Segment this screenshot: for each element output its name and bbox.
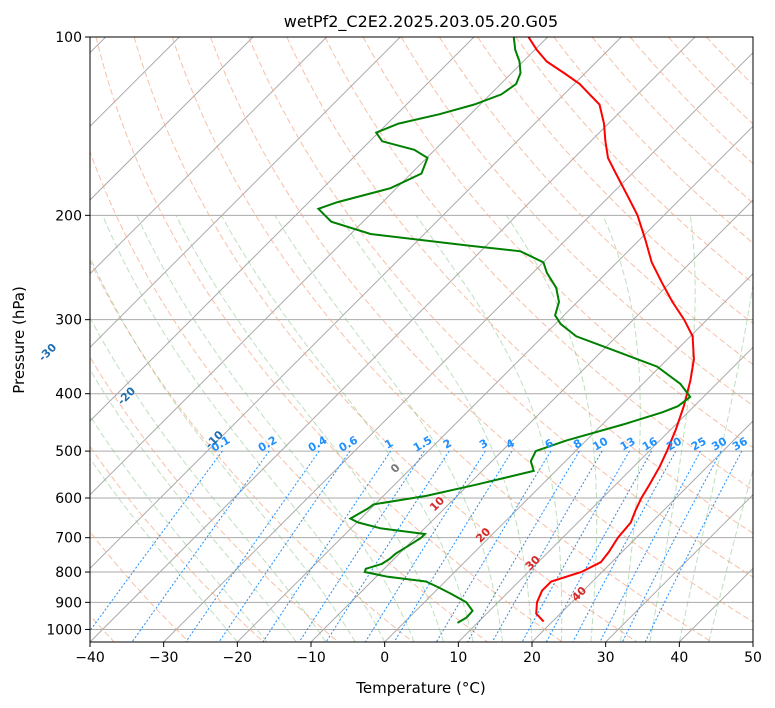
isotherm-line <box>90 37 549 496</box>
dry-adiabat-line <box>90 531 190 642</box>
x-tick-label: 10 <box>449 650 467 666</box>
y-tick-label: 800 <box>55 565 82 581</box>
mixing-ratio-line <box>572 450 677 642</box>
mixing-ratio-line <box>393 450 513 642</box>
y-tick-label: 100 <box>55 30 82 46</box>
mixing-ratio-line <box>599 450 701 642</box>
x-axis-label: Temperature (°C) <box>355 679 485 697</box>
moist-adiabat-line <box>90 414 268 642</box>
y-axis-label: Pressure (hPa) <box>10 286 28 394</box>
dry-adiabat-line <box>591 37 753 204</box>
dry-adiabat-line <box>90 356 339 642</box>
y-tick-label: 900 <box>55 595 82 611</box>
mixing-ratio-line <box>185 450 320 642</box>
mixing-ratio-line <box>521 450 630 642</box>
moist-adiabat-line <box>90 316 327 642</box>
isotherm-line <box>90 37 254 201</box>
moist-adiabat-line <box>136 215 415 642</box>
x-tick-label: 20 <box>523 650 541 666</box>
dry-adiabat-line <box>95 37 563 642</box>
isotherm-line <box>163 51 753 642</box>
moist-adiabat-line <box>274 215 503 642</box>
isotherm-line <box>236 125 753 642</box>
x-tick-label: 40 <box>670 650 688 666</box>
x-tick-label: −20 <box>223 650 253 666</box>
y-tick-label: 400 <box>55 387 82 403</box>
moist-adiabat-line <box>708 467 753 642</box>
y-tick-label: 500 <box>55 444 82 460</box>
x-tick-label: −10 <box>296 650 326 666</box>
y-tick-label: 300 <box>55 313 82 329</box>
isotherm-line <box>90 37 622 570</box>
isotherm-line <box>90 37 475 422</box>
temperature-line <box>527 37 695 623</box>
mixing-ratio-line <box>364 450 486 642</box>
plot-frame <box>89 36 754 643</box>
moist-adiabat-line <box>90 368 297 642</box>
y-tick-label: 1000 <box>46 622 82 638</box>
dry-adiabat-line <box>133 37 638 642</box>
mixing-ratio-line <box>467 450 580 642</box>
dry-adiabat-line <box>171 37 712 642</box>
dry-adiabat-line <box>90 445 264 642</box>
isotherm-line <box>310 199 753 642</box>
dry-adiabat-line <box>210 37 753 623</box>
isotherm-line <box>384 272 753 642</box>
dry-adiabat-line <box>248 37 753 578</box>
isotherm-line <box>752 641 753 642</box>
dry-adiabat-line <box>90 259 414 642</box>
axes: −40 −30 −20 −10 0 10 20 30 40 50 100 200 300 400 500 60… <box>46 30 762 666</box>
mixing-ratio-line <box>545 450 653 642</box>
mixing-ratio-line <box>131 450 270 642</box>
moist-adiabat-line <box>505 215 598 642</box>
dry-adiabat-line <box>400 37 753 407</box>
moist-adiabat-line <box>90 256 356 642</box>
x-tick-label: −40 <box>75 650 105 666</box>
mixing-ratio-line <box>621 450 722 642</box>
isotherm-line <box>90 37 328 275</box>
plot-background <box>90 37 753 642</box>
moist-adiabat-line <box>602 215 641 642</box>
chart-title: wetPf2_C2E2.2025.203.05.20.G05 <box>284 12 558 32</box>
mixing-ratio-line <box>325 450 450 642</box>
background-lines <box>90 37 753 642</box>
dry-adiabat-line <box>438 37 753 366</box>
isotherm-line <box>90 37 401 349</box>
dry-adiabat-line <box>477 37 753 325</box>
moist-adiabat-line <box>102 215 386 642</box>
x-tick-label: 30 <box>597 650 615 666</box>
moist-adiabat-line <box>338 215 533 642</box>
mixing-ratio-line <box>90 450 223 632</box>
mixing-ratio-line <box>218 450 351 642</box>
x-tick-label: 0 <box>380 650 389 666</box>
dewpoint-line <box>316 37 692 624</box>
mixing-ratio-line <box>491 450 603 642</box>
dry-adiabat-line <box>629 37 753 165</box>
moist-adiabat-line <box>175 215 445 642</box>
x-tick-label: −30 <box>149 650 179 666</box>
mixing-ratio-line <box>435 450 552 642</box>
moist-adiabat-line <box>415 215 563 642</box>
y-tick-label: 600 <box>55 491 82 507</box>
x-tick-label: 50 <box>744 650 762 666</box>
moist-adiabat-line <box>90 457 238 642</box>
isotherm-line <box>90 37 696 642</box>
moist-adiabat-line <box>678 281 753 642</box>
y-tick-label: 200 <box>55 208 82 224</box>
dry-adiabat-line <box>362 37 753 449</box>
moist-adiabat-line <box>220 215 474 642</box>
y-tick-label: 700 <box>55 531 82 547</box>
dry-adiabat-label: -30 <box>36 341 59 364</box>
dry-adiabat-line <box>515 37 753 284</box>
isotherm-line <box>605 493 753 642</box>
profile-lines <box>316 37 695 624</box>
